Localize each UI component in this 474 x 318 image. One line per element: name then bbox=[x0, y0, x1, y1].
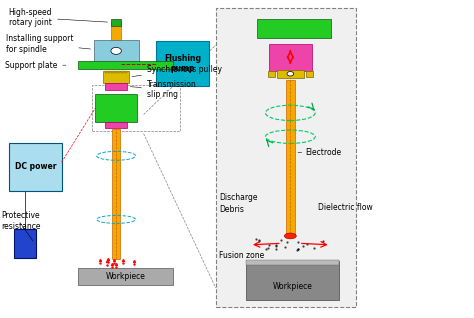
Text: Dielectric flow: Dielectric flow bbox=[318, 203, 373, 212]
FancyBboxPatch shape bbox=[118, 71, 120, 73]
FancyBboxPatch shape bbox=[111, 71, 114, 73]
Text: Synchronous pulley: Synchronous pulley bbox=[132, 65, 222, 77]
Circle shape bbox=[111, 47, 121, 54]
FancyBboxPatch shape bbox=[105, 83, 127, 90]
FancyBboxPatch shape bbox=[156, 41, 209, 86]
Text: Discharge: Discharge bbox=[219, 193, 258, 202]
Text: Debris: Debris bbox=[219, 205, 244, 214]
FancyBboxPatch shape bbox=[94, 40, 138, 62]
FancyBboxPatch shape bbox=[121, 71, 124, 73]
Text: High-speed
rotary joint: High-speed rotary joint bbox=[9, 8, 108, 27]
FancyBboxPatch shape bbox=[277, 70, 304, 78]
FancyBboxPatch shape bbox=[125, 71, 127, 73]
FancyBboxPatch shape bbox=[268, 71, 274, 77]
FancyBboxPatch shape bbox=[105, 122, 127, 128]
FancyBboxPatch shape bbox=[111, 19, 121, 26]
Text: Fusion zone: Fusion zone bbox=[219, 251, 264, 260]
FancyBboxPatch shape bbox=[257, 19, 331, 38]
FancyBboxPatch shape bbox=[95, 94, 137, 122]
Text: DC power: DC power bbox=[15, 162, 56, 171]
FancyBboxPatch shape bbox=[78, 268, 173, 285]
FancyBboxPatch shape bbox=[115, 71, 117, 73]
FancyBboxPatch shape bbox=[246, 261, 339, 300]
FancyBboxPatch shape bbox=[111, 22, 121, 60]
Text: Installing support
for spindle: Installing support for spindle bbox=[6, 34, 91, 54]
FancyBboxPatch shape bbox=[78, 61, 173, 69]
FancyBboxPatch shape bbox=[103, 71, 129, 83]
FancyBboxPatch shape bbox=[105, 71, 107, 73]
FancyBboxPatch shape bbox=[112, 129, 120, 259]
Ellipse shape bbox=[284, 233, 296, 239]
Text: Workpiece: Workpiece bbox=[273, 282, 313, 291]
Text: Support plate: Support plate bbox=[5, 61, 66, 70]
FancyBboxPatch shape bbox=[246, 260, 339, 265]
FancyBboxPatch shape bbox=[9, 143, 62, 191]
Text: Workpiece: Workpiece bbox=[106, 272, 146, 281]
Text: Protective
resistance: Protective resistance bbox=[1, 211, 40, 231]
FancyBboxPatch shape bbox=[108, 71, 110, 73]
Text: Flushing
pump: Flushing pump bbox=[164, 54, 201, 73]
FancyBboxPatch shape bbox=[306, 71, 313, 77]
FancyBboxPatch shape bbox=[216, 8, 356, 307]
Text: Transmission
slip ring: Transmission slip ring bbox=[130, 80, 197, 100]
FancyBboxPatch shape bbox=[286, 80, 294, 235]
FancyBboxPatch shape bbox=[14, 229, 36, 258]
FancyBboxPatch shape bbox=[268, 44, 312, 71]
Circle shape bbox=[287, 72, 294, 76]
Text: Electrode: Electrode bbox=[306, 148, 342, 157]
